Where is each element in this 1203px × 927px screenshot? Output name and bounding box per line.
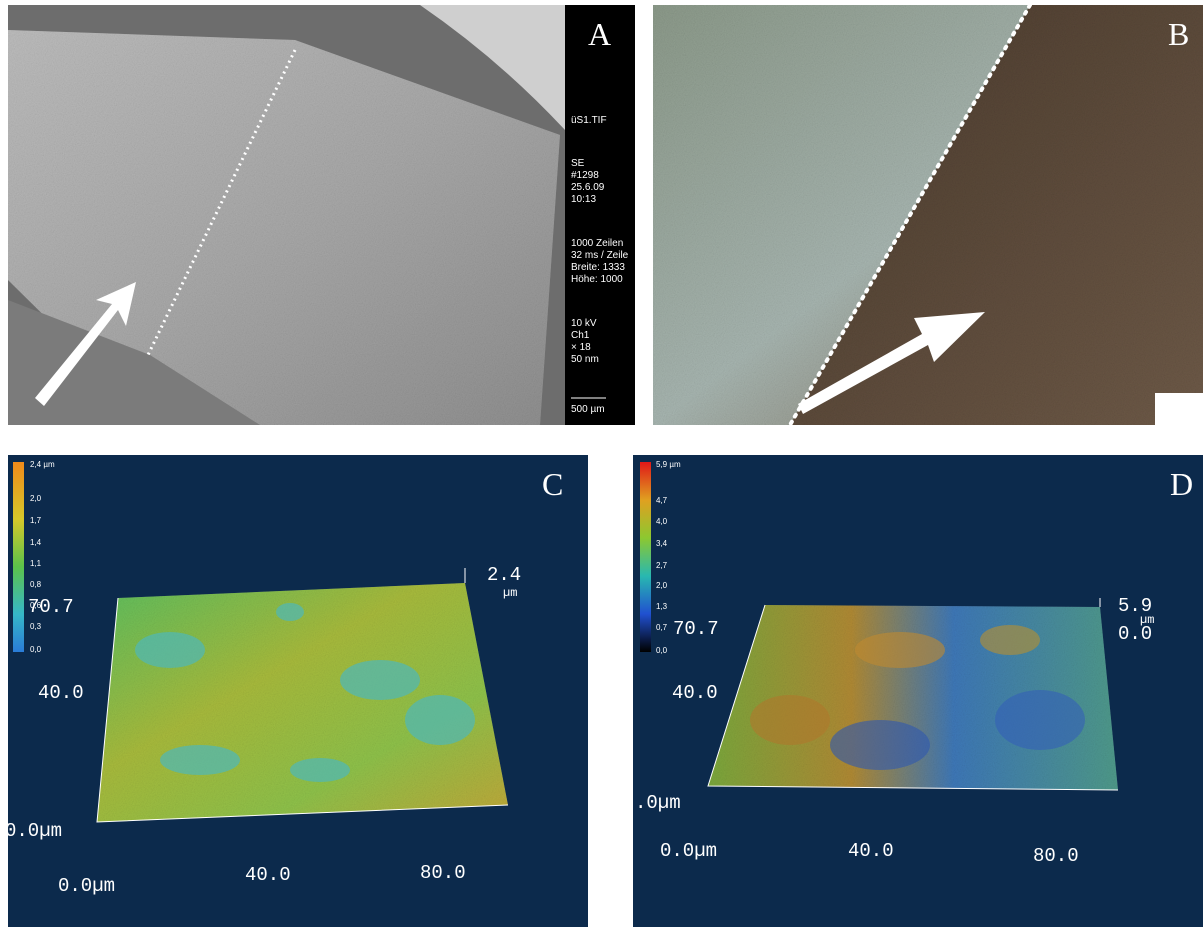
axis-label: 0.0µm xyxy=(660,840,717,862)
info-line: Höhe: 1000 xyxy=(571,274,623,285)
page: A üS1.TIFSE#129825.6.0910:131000 Zeilen3… xyxy=(0,0,1203,927)
info-line: üS1.TIF xyxy=(571,115,607,126)
panel-c: 2,4 µm2,01,71,41,10,80,60,30,0 2.4 µm 70… xyxy=(5,455,588,927)
axis-label: .0µm xyxy=(635,792,681,814)
scale-box xyxy=(1155,393,1203,425)
colorbar-label: 0,7 xyxy=(656,623,668,632)
panel-label: D xyxy=(1170,466,1193,502)
colorbar-label: 2,0 xyxy=(30,494,42,503)
colorbar-label: 1,1 xyxy=(30,559,42,568)
info-line: × 18 xyxy=(571,342,591,353)
spot xyxy=(340,660,420,700)
panel-label: C xyxy=(542,466,563,502)
axis-label: µm xyxy=(503,586,517,600)
info-line: Breite: 1333 xyxy=(571,262,625,273)
spot xyxy=(135,632,205,668)
colorbar-label: 4,0 xyxy=(656,517,668,526)
spot xyxy=(405,695,475,745)
info-line: Ch1 xyxy=(571,330,590,341)
axis-label: 2.4 xyxy=(487,564,521,586)
panel-b: B xyxy=(653,5,1203,425)
colorbar-label: 0,8 xyxy=(30,580,42,589)
colorbar-label: 4,7 xyxy=(656,496,668,505)
patch xyxy=(750,695,830,745)
figure: A üS1.TIFSE#129825.6.0910:131000 Zeilen3… xyxy=(0,0,1203,927)
patch xyxy=(855,632,945,668)
axis-label: 0.0µm xyxy=(5,820,62,842)
panel-d: 5,9 µm4,74,03,42,72,01,30,70,0 5.9 µm 0.… xyxy=(633,455,1203,927)
patch xyxy=(980,625,1040,655)
axis-label: 0.0 xyxy=(1118,623,1152,645)
colorbar-label: 2,7 xyxy=(656,561,668,570)
info-line: 10:13 xyxy=(571,194,596,205)
colorbar-label: 1,3 xyxy=(656,602,668,611)
panel-label: B xyxy=(1168,16,1189,52)
axis-label: 40.0 xyxy=(245,864,291,886)
patch xyxy=(830,720,930,770)
axis-label: 40.0 xyxy=(38,682,84,704)
axis-label: 80.0 xyxy=(420,862,466,884)
info-line: 32 ms / Zeile xyxy=(571,250,629,261)
colorbar-label: 0,3 xyxy=(30,622,42,631)
colorbar xyxy=(640,462,651,652)
info-line: #1298 xyxy=(571,170,599,181)
colorbar-label: 5,9 µm xyxy=(656,460,681,469)
axis-label: 70.7 xyxy=(673,618,719,640)
colorbar-label: 1,7 xyxy=(30,516,42,525)
info-line: 10 kV xyxy=(571,318,597,329)
axis-label: 70.7 xyxy=(28,596,74,618)
panel-label: A xyxy=(588,16,611,52)
spot xyxy=(290,758,350,782)
info-line: 25.6.09 xyxy=(571,182,605,193)
spot xyxy=(276,603,304,621)
scale-bar-label: 500 µm xyxy=(571,404,605,415)
axis-label: 40.0 xyxy=(672,682,718,704)
info-line: SE xyxy=(571,158,585,169)
info-line: 1000 Zeilen xyxy=(571,238,623,249)
axis-label: 80.0 xyxy=(1033,845,1079,867)
axis-label: 0.0µm xyxy=(58,875,115,897)
colorbar-label: 3,4 xyxy=(656,539,668,548)
spot xyxy=(160,745,240,775)
axis-label: 40.0 xyxy=(848,840,894,862)
colorbar-label: 1,4 xyxy=(30,538,42,547)
colorbar xyxy=(13,462,24,652)
info-line: 50 nm xyxy=(571,354,599,365)
colorbar-label: 0,0 xyxy=(30,645,42,654)
colorbar-label: 2,0 xyxy=(656,581,668,590)
colorbar-label: 2,4 µm xyxy=(30,460,55,469)
colorbar-label: 0,0 xyxy=(656,646,668,655)
patch xyxy=(995,690,1085,750)
